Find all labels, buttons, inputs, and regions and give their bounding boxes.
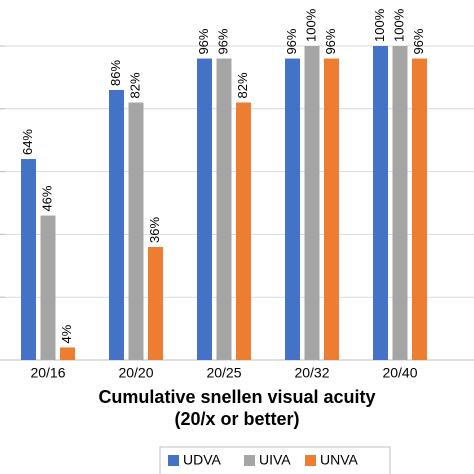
bar bbox=[60, 347, 75, 360]
legend-label: UIVA bbox=[259, 452, 291, 468]
value-label: 4% bbox=[59, 324, 74, 343]
bar bbox=[109, 89, 124, 361]
x-axis-title: Cumulative snellen visual acuity bbox=[98, 387, 375, 407]
bar bbox=[128, 102, 144, 361]
x-tick-label: 20/32 bbox=[294, 365, 329, 381]
legend-label: UNVA bbox=[320, 452, 359, 468]
bar bbox=[216, 58, 232, 361]
bar bbox=[197, 58, 212, 361]
bar bbox=[285, 58, 300, 361]
value-label: 100% bbox=[372, 8, 387, 42]
x-tick-label: 20/25 bbox=[206, 365, 241, 381]
bar bbox=[40, 215, 56, 360]
value-label: 96% bbox=[323, 28, 338, 54]
bar bbox=[148, 246, 163, 360]
bar bbox=[304, 46, 320, 360]
value-label: 82% bbox=[235, 72, 250, 98]
value-label: 82% bbox=[127, 72, 142, 98]
value-label: 96% bbox=[284, 28, 299, 54]
legend-swatch bbox=[305, 455, 316, 466]
bar bbox=[412, 58, 427, 361]
x-axis-title: (20/x or better) bbox=[174, 409, 299, 429]
legend-swatch bbox=[244, 455, 255, 466]
value-label: 86% bbox=[108, 60, 123, 86]
value-label: 46% bbox=[39, 185, 54, 211]
legend-label: UDVA bbox=[183, 452, 222, 468]
value-label: 36% bbox=[147, 217, 162, 243]
bar bbox=[324, 58, 339, 361]
legend-swatch bbox=[168, 455, 179, 466]
value-label: 100% bbox=[391, 8, 406, 42]
value-label: 64% bbox=[20, 129, 35, 155]
x-tick-label: 20/16 bbox=[30, 365, 65, 381]
value-label: 96% bbox=[215, 28, 230, 54]
bar bbox=[392, 46, 408, 360]
value-label: 96% bbox=[411, 28, 426, 54]
value-label: 100% bbox=[303, 8, 318, 42]
legend-box bbox=[159, 446, 391, 474]
value-label: 96% bbox=[196, 28, 211, 54]
x-tick-label: 20/40 bbox=[382, 365, 417, 381]
x-tick-label: 20/20 bbox=[118, 365, 153, 381]
bar bbox=[236, 102, 251, 361]
bar bbox=[21, 159, 36, 360]
bar bbox=[373, 46, 388, 360]
